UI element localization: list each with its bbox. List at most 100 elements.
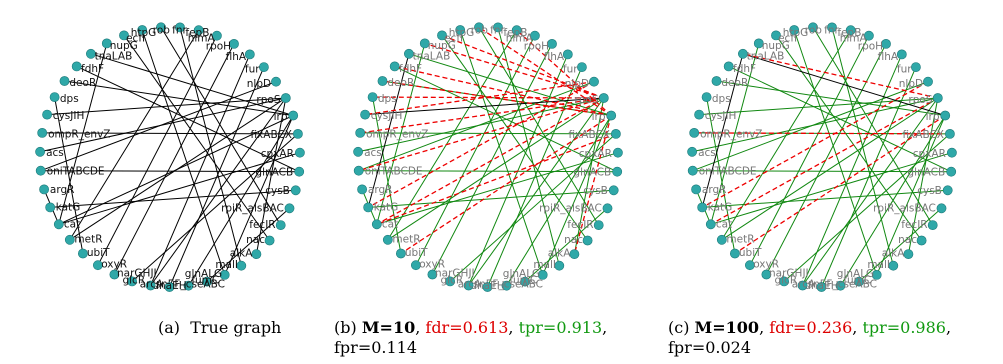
panel-a-node xyxy=(37,127,48,138)
panel-a-true-edge xyxy=(123,35,271,241)
panel-c-correct-edge xyxy=(858,207,942,282)
panel-a-node xyxy=(229,39,239,49)
panel-c-node xyxy=(903,249,914,259)
panel-c-node-label: alkA xyxy=(882,248,905,260)
panel-a-node xyxy=(164,282,175,292)
panel-a-node xyxy=(64,234,75,245)
panel-a-node xyxy=(288,110,299,121)
panel-b-node xyxy=(353,165,364,176)
panel-c-correct-edge xyxy=(765,43,887,275)
panel-c-correct-edge xyxy=(710,43,760,225)
panel-c-false-edge xyxy=(701,81,929,208)
panel-c-node-label: himA xyxy=(840,33,868,45)
panel-b-correct-edge xyxy=(372,97,402,254)
panel-c-m100-graph: rpoS lrp fixABCX cpxAR glnACB cysB rpiR_alsBAC… xyxy=(687,22,957,292)
panel-c-node-label: metR xyxy=(726,234,754,246)
panel-a-node-label: dnaEH xyxy=(152,280,186,292)
panel-b-correct-edge xyxy=(478,27,600,226)
panel-c-node-label: rpiR_alsBAC xyxy=(873,203,936,215)
panel-b-node-label: fepB xyxy=(503,27,527,39)
panel-c-edges xyxy=(691,27,953,288)
panel-a-node-label: fumC xyxy=(191,275,219,287)
panel-c-correct-edge xyxy=(876,115,946,276)
panel-a-node xyxy=(251,249,262,259)
panel-b-node xyxy=(410,260,421,271)
panel-b-node-label: rpoH xyxy=(524,41,549,53)
panel-a-node xyxy=(271,76,281,87)
panel-b-node-label: fur xyxy=(563,64,578,76)
panel-a-node-label: ecfI xyxy=(126,32,145,44)
panel-a-edges xyxy=(39,27,301,288)
panel-a-node-label: nlpD xyxy=(247,78,271,90)
panel-a-node xyxy=(175,22,185,33)
caption-c: (c) M=100, fdr=0.236, tpr=0.986, fpr=0.0… xyxy=(668,318,952,357)
panel-b-node xyxy=(554,260,565,271)
caption-a-label: (a) xyxy=(158,318,181,337)
panel-a-node-label: rob xyxy=(153,24,171,36)
panel-b-node-label: dps xyxy=(378,93,397,105)
panel-c-node-label: nupG xyxy=(762,40,790,52)
panel-a-node xyxy=(244,49,255,60)
panel-a-node-label: cysJIH xyxy=(53,110,85,122)
panel-b-correct-edge xyxy=(542,115,612,276)
panel-c-node-label: ubiT xyxy=(739,247,762,259)
panel-b-node-label: fnr xyxy=(490,24,505,36)
panel-a-node xyxy=(145,280,156,291)
panel-a-true-edge xyxy=(97,35,218,266)
panel-b-node xyxy=(377,76,388,86)
panel-c-node-label: rob xyxy=(805,24,823,36)
panel-c-node xyxy=(687,165,698,176)
panel-b-node xyxy=(463,280,474,291)
panel-b-node-label: rpoS xyxy=(574,94,598,106)
panel-a-node xyxy=(290,185,301,196)
panel-b-node xyxy=(520,276,530,287)
panel-c-node xyxy=(864,30,874,41)
panel-a-true-edge xyxy=(160,27,282,226)
panel-a-nodes: rpoS lrp fixABCX cpxAR glnACB cysB rpiR_alsBAC… xyxy=(35,22,305,292)
panel-c-node xyxy=(896,49,907,60)
panel-a-node-label: arcA xyxy=(140,279,164,291)
panel-b-node xyxy=(611,128,621,139)
panel-c-node-label: dps xyxy=(712,93,731,105)
panel-a-true-edge xyxy=(40,81,277,172)
panel-a-node xyxy=(127,276,138,287)
panel-a-node-label: ubiT xyxy=(87,247,110,259)
panel-c-node-label: oxyR xyxy=(753,259,779,271)
panel-b-false-edge xyxy=(400,114,612,255)
panel-b-node xyxy=(501,280,512,291)
panel-c-node xyxy=(723,61,734,72)
panel-c-node xyxy=(808,22,818,33)
panel-b-false-edge xyxy=(394,65,612,117)
panel-b-node xyxy=(511,25,522,36)
panel-a-true-edge xyxy=(169,66,265,288)
panel-b-node xyxy=(537,269,548,280)
panel-b-node-label: rob xyxy=(471,24,489,36)
panel-a-node xyxy=(292,128,303,139)
caption-b-m: M=10 xyxy=(361,318,416,337)
caption-c-tpr: tpr=0.986 xyxy=(862,318,946,337)
panel-b-node xyxy=(602,203,613,214)
caption-c-fpr: fpr=0.024 xyxy=(668,338,752,357)
panel-b-node-label: nlpD xyxy=(565,78,589,90)
panel-c-node-label: nac xyxy=(898,234,917,246)
panel-b-node xyxy=(474,22,484,33)
panel-b-node xyxy=(389,61,400,72)
panel-b-node-label: tnaLAB xyxy=(413,50,451,62)
panel-b-node-label: glcR xyxy=(440,274,463,286)
panel-b-correct-edge xyxy=(468,97,605,286)
panel-b-node xyxy=(482,282,493,292)
panel-a-node-label: alkA xyxy=(230,248,253,260)
panel-b-node-label: katG xyxy=(374,202,399,214)
panel-a-node xyxy=(264,235,275,246)
panel-b-node-label: nupG xyxy=(428,40,456,52)
panel-b-node xyxy=(371,219,382,230)
panel-c-false-edge xyxy=(710,97,939,225)
panel-b-node-label: alkA xyxy=(548,248,571,260)
panel-a-node xyxy=(35,146,45,157)
panel-a-true-graph: rpoS lrp fixABCX cpxAR glnACB cysB rpiR_alsBAC… xyxy=(35,22,305,292)
panel-b-node xyxy=(612,166,623,177)
panel-a-node-label: fepB xyxy=(185,27,209,39)
panel-c-correct-edge xyxy=(721,97,939,241)
panel-b-node-label: glnALG xyxy=(503,268,540,280)
caption-c-m: M=100 xyxy=(694,318,760,337)
